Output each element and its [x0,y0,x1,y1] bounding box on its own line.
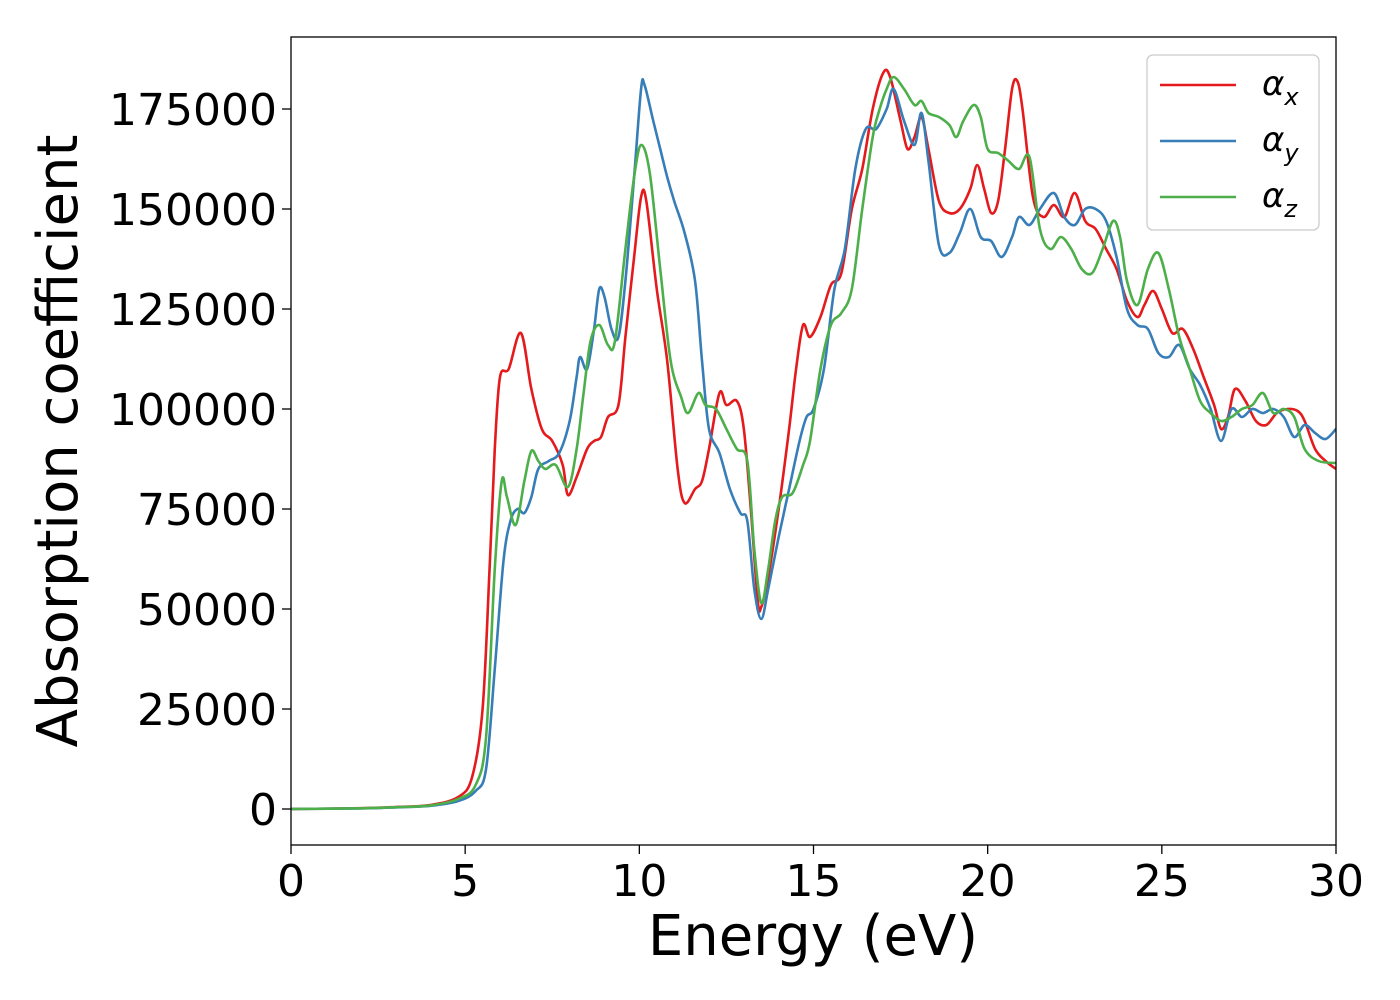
x-tick-label: 25 [1134,856,1190,907]
y-tick-label: 25000 [137,685,277,736]
series-line-alpha-y [291,77,1336,811]
y-tick-label: 75000 [137,485,277,536]
series-line-alpha-z [291,75,1336,811]
y-tick-label: 125000 [109,285,277,336]
x-tick-label: 20 [960,856,1016,907]
series-layer [291,68,1336,811]
x-tick-label: 15 [786,856,842,907]
x-tick-label: 30 [1308,856,1364,907]
y-axis-ticks: 0 25000 50000 75000 100000 125000 150000 175000 [109,85,291,836]
series-line-alpha-x [291,68,1336,811]
x-tick-label: 0 [277,856,305,907]
y-tick-label: 0 [249,785,277,836]
x-tick-label: 10 [611,856,667,907]
y-tick-label: 175000 [109,85,277,136]
y-tick-label: 100000 [109,385,277,436]
x-tick-label: 5 [451,856,479,907]
y-tick-label: 150000 [109,185,277,236]
x-axis-ticks: 0 5 10 15 20 25 30 [277,845,1364,907]
x-axis-label: Energy (eV) [648,904,978,969]
legend-box [1146,54,1320,231]
y-tick-label: 50000 [137,585,277,636]
y-axis-label: Absorption coefficient [26,135,91,748]
